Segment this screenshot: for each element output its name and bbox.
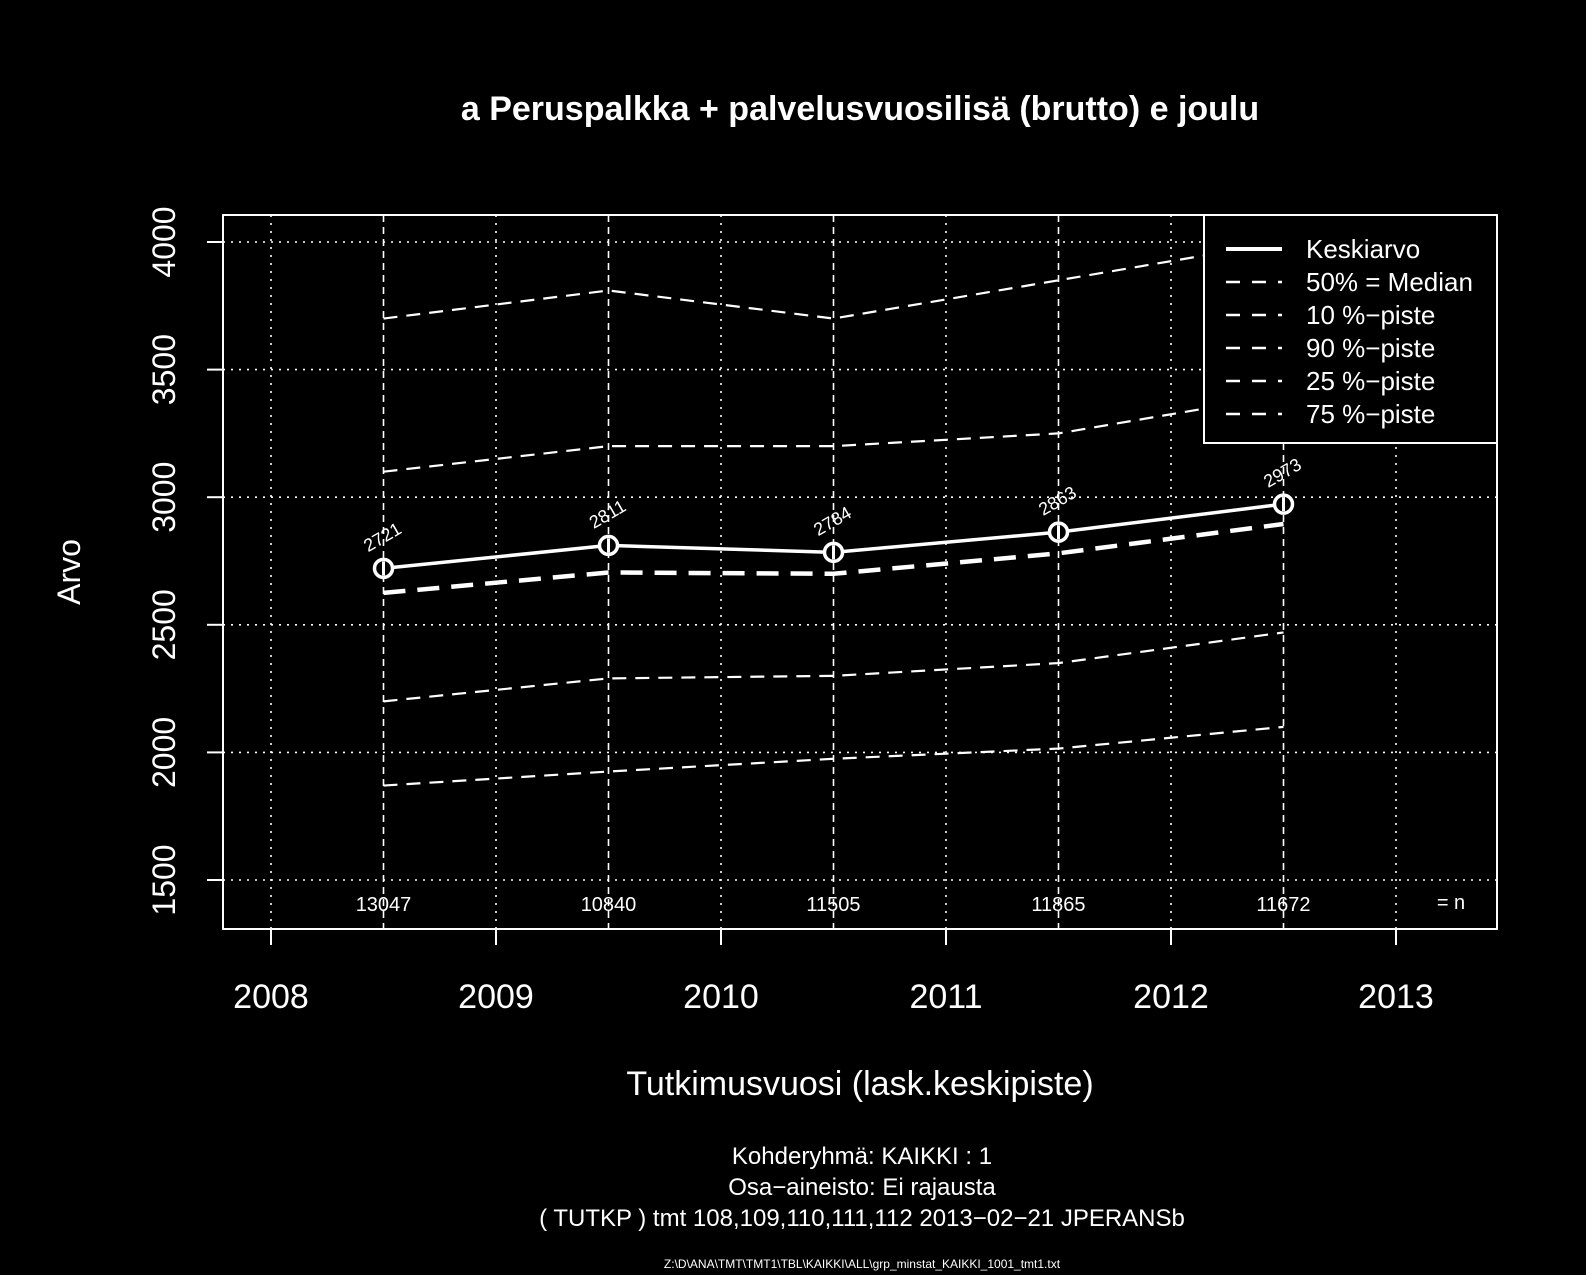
n-value-label: 11505 xyxy=(806,894,860,916)
n-value-label: 11672 xyxy=(1256,894,1310,916)
y-axis-label: Arvo xyxy=(51,539,87,605)
series-line-4 xyxy=(383,631,1284,703)
y-tick-label: 2500 xyxy=(146,589,182,660)
series-line-1 xyxy=(383,521,1284,596)
plot-frame xyxy=(222,214,1498,930)
x-tick-label: 2010 xyxy=(683,978,759,1016)
legend-label: 90 %−piste xyxy=(1306,333,1435,363)
legend-label: 75 %−piste xyxy=(1306,399,1435,429)
footer-line: Osa−aineisto: Ei rajausta xyxy=(728,1174,996,1201)
x-tick-label: 2013 xyxy=(1358,978,1434,1016)
footer: Kohderyhmä: KAIKKI : 1 Osa−aineisto: Ei r… xyxy=(539,1143,1185,1271)
y-tick-label: 3000 xyxy=(146,462,182,533)
legend-box xyxy=(1203,214,1498,444)
data-label: 2721 xyxy=(360,519,405,556)
y-tick-label: 1500 xyxy=(146,844,182,915)
series-line-3 xyxy=(383,240,1284,320)
series-line-5 xyxy=(383,394,1284,473)
x-tick-label: 2008 xyxy=(233,978,309,1016)
series-line-2 xyxy=(383,725,1284,787)
x-tick-label: 2009 xyxy=(458,978,534,1016)
legend-label: 50% = Median xyxy=(1306,267,1473,297)
legend-label: Keskiarvo xyxy=(1306,234,1420,264)
n-value-label: 13047 xyxy=(356,894,412,916)
x-tick-label: 2011 xyxy=(909,978,982,1016)
chart-title: a Peruspalkka + palvelusvuosilisä (brutt… xyxy=(461,90,1259,128)
n-label: = n xyxy=(1437,892,1465,914)
file-path-label: Z:\D\ANA\TMT\TMT1\TBL\KAIKKI\ALL\grp_min… xyxy=(664,1257,1061,1271)
legend-label: 25 %−piste xyxy=(1306,366,1435,396)
data-label: 2973 xyxy=(1260,454,1305,491)
x-axis-label: Tutkimusvuosi (lask.keskipiste) xyxy=(626,1065,1093,1103)
y-tick-label: 3500 xyxy=(146,334,182,405)
data-label: 2863 xyxy=(1035,482,1080,519)
footer-line: Kohderyhmä: KAIKKI : 1 xyxy=(732,1143,992,1170)
footer-line: ( TUTKP ) tmt 108,109,110,111,112 2013−0… xyxy=(539,1205,1185,1232)
grid xyxy=(223,215,1497,929)
n-value-label: 10840 xyxy=(581,894,637,916)
y-tick-label: 2000 xyxy=(146,717,182,788)
data-label: 2811 xyxy=(586,496,630,533)
x-tick-label: 2012 xyxy=(1133,978,1209,1016)
y-tick-label: 4000 xyxy=(146,206,182,277)
legend-label: 10 %−piste xyxy=(1306,300,1435,330)
data-label: 2784 xyxy=(810,502,855,539)
axes: 2008 2009 2010 2011 2012 2013 1500 2000 2500 3000… xyxy=(146,206,1434,1016)
n-value-label: 11865 xyxy=(1031,894,1085,916)
